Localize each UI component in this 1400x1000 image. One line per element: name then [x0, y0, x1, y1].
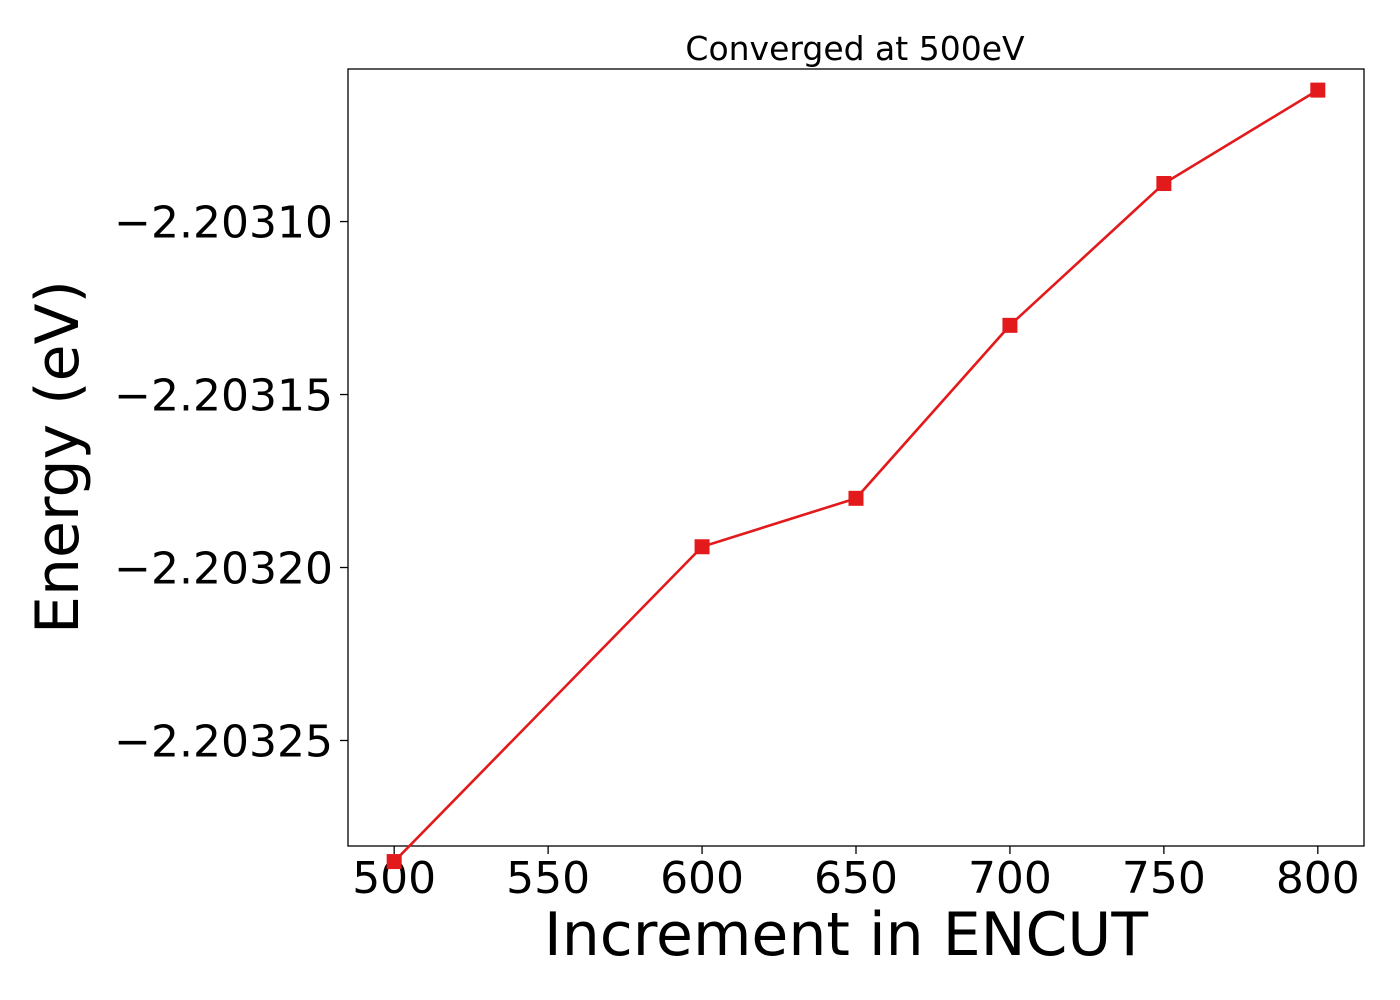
x-tick-label: 600 [660, 853, 744, 904]
y-axis-ticks: −2.20325 −2.20320 −2.20315 −2.20310 [114, 198, 348, 767]
x-axis-ticks: 500 550 600 650 700 750 800 [352, 846, 1360, 904]
y-tick-label: −2.20320 [114, 544, 333, 595]
series-line [393, 88, 1319, 863]
x-tick-label: 650 [814, 853, 898, 904]
y-tick-label: −2.20325 [114, 716, 333, 767]
chart-title: Converged at 500eV [685, 29, 1025, 68]
y-axis-label: Energy (eV) [23, 280, 93, 634]
data-point-marker [386, 854, 402, 870]
data-point-marker [848, 490, 864, 506]
plot-area-frame [347, 68, 1365, 847]
x-tick-label: 800 [1276, 853, 1360, 904]
x-tick-label: 700 [968, 853, 1052, 904]
y-tick-label: −2.20310 [114, 198, 333, 249]
x-tick-label: 550 [506, 853, 590, 904]
y-tick-label: −2.20315 [114, 371, 333, 422]
series-layer [386, 82, 1326, 870]
data-point-marker [1002, 317, 1018, 333]
data-point-marker [1156, 176, 1172, 192]
data-point-marker [1310, 82, 1326, 98]
x-tick-label: 750 [1122, 853, 1206, 904]
data-point-marker [694, 539, 710, 555]
x-axis-label: Increment in ENCUT [544, 900, 1148, 970]
